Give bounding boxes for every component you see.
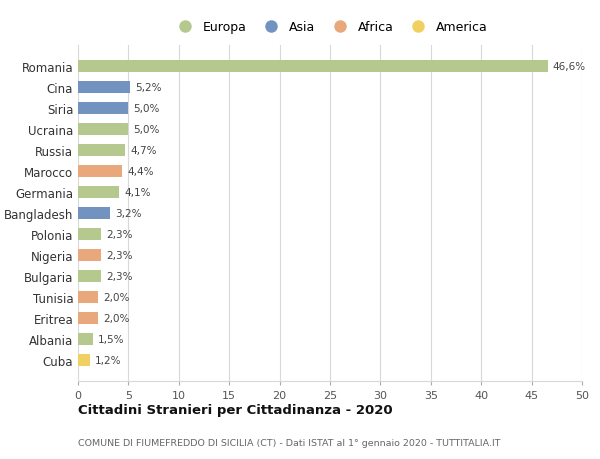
Bar [78, 333, 93, 345]
Bar [78, 82, 130, 94]
Text: 4,7%: 4,7% [130, 146, 157, 156]
Text: 4,1%: 4,1% [124, 188, 151, 197]
Text: 2,3%: 2,3% [106, 271, 133, 281]
Bar [78, 229, 101, 240]
Bar [78, 291, 98, 303]
Text: 2,3%: 2,3% [106, 230, 133, 239]
Text: 5,0%: 5,0% [133, 104, 160, 114]
Text: 2,0%: 2,0% [103, 292, 130, 302]
Text: 2,3%: 2,3% [106, 250, 133, 260]
Bar [78, 61, 548, 73]
Bar [78, 354, 90, 366]
Bar [78, 166, 122, 177]
Bar [78, 313, 98, 324]
Text: 1,5%: 1,5% [98, 334, 125, 344]
Bar [78, 270, 101, 282]
Bar [78, 250, 101, 261]
Bar [78, 187, 119, 198]
Text: 2,0%: 2,0% [103, 313, 130, 323]
Legend: Europa, Asia, Africa, America: Europa, Asia, Africa, America [170, 19, 490, 37]
Text: 4,4%: 4,4% [127, 167, 154, 177]
Text: 5,0%: 5,0% [133, 125, 160, 134]
Text: 3,2%: 3,2% [115, 208, 142, 218]
Bar [78, 124, 128, 135]
Text: 5,2%: 5,2% [136, 83, 162, 93]
Bar [78, 145, 125, 157]
Bar [78, 103, 128, 114]
Text: Cittadini Stranieri per Cittadinanza - 2020: Cittadini Stranieri per Cittadinanza - 2… [78, 403, 392, 416]
Text: 46,6%: 46,6% [553, 62, 586, 72]
Text: COMUNE DI FIUMEFREDDO DI SICILIA (CT) - Dati ISTAT al 1° gennaio 2020 - TUTTITAL: COMUNE DI FIUMEFREDDO DI SICILIA (CT) - … [78, 438, 500, 447]
Bar [78, 207, 110, 219]
Text: 1,2%: 1,2% [95, 355, 122, 365]
